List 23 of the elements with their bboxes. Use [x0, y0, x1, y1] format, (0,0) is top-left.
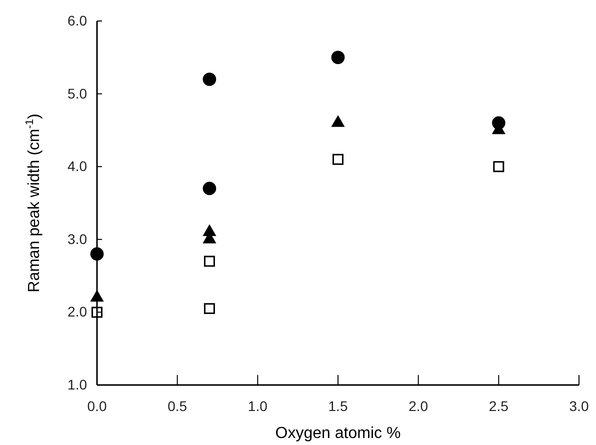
x-axis-title: Oxygen atomic %	[275, 425, 401, 442]
point	[202, 72, 216, 86]
x-tick-label: 3.0	[569, 398, 589, 414]
point	[204, 256, 215, 267]
y-tick-label: 3.0	[68, 230, 88, 247]
y-tick-label: 5.0	[68, 85, 88, 102]
x-tick-label: 0.5	[168, 398, 188, 414]
y-tick-label: 6.0	[68, 12, 88, 28]
y-tick-label: 1.0	[68, 376, 88, 392]
x-tick-label: 2.5	[488, 398, 509, 414]
point	[332, 154, 344, 165]
point	[204, 303, 215, 314]
y-tick-label: 2.0	[68, 304, 88, 320]
point	[493, 161, 504, 172]
point	[202, 182, 216, 196]
point	[92, 306, 102, 318]
y-tick-label: 4.0	[68, 158, 88, 174]
x-tick-label: 1.0	[248, 398, 268, 414]
x-tick-label: 2.0	[408, 398, 428, 414]
point	[90, 247, 104, 261]
x-tick-label: 0.0	[87, 398, 107, 414]
x-tick-label: 1.5	[328, 398, 348, 414]
point	[331, 50, 345, 64]
